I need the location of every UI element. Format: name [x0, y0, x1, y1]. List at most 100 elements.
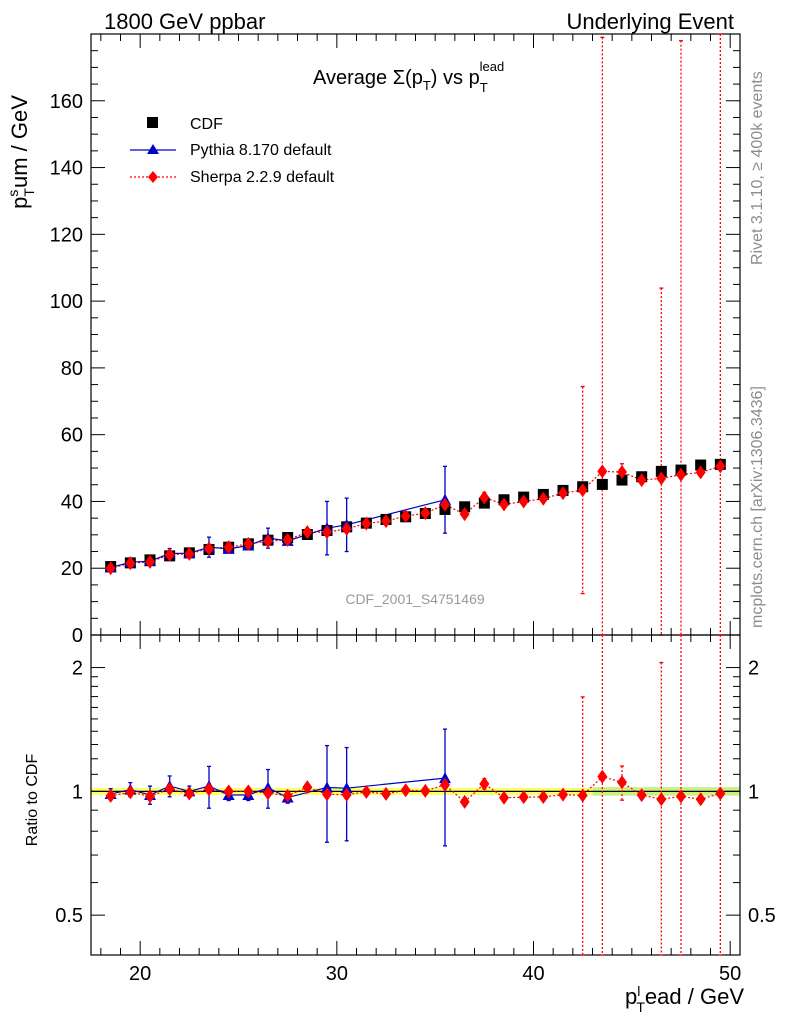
title-sigma: Σ(p: [393, 67, 423, 89]
ratio-sherpa-point: [204, 782, 214, 797]
ratio-ytick-label-right: 1: [748, 781, 759, 803]
sherpa-point: [636, 473, 647, 488]
ratio-sherpa-point: [243, 784, 254, 799]
sherpa-point: [105, 561, 116, 576]
sherpa-point: [282, 532, 293, 547]
cdf-point: [655, 465, 667, 477]
title-vs: vs p: [437, 67, 479, 89]
main-ytick-label: 20: [61, 558, 83, 580]
ratio-sherpa-point: [420, 783, 431, 798]
main-ytick-label: 160: [50, 91, 83, 113]
sherpa-point: [184, 546, 195, 561]
sherpa-point: [420, 506, 431, 521]
main-ytick-label: 40: [61, 491, 83, 513]
ratio-sherpa-point: [105, 788, 116, 803]
ratio-sherpa-point: [656, 792, 667, 807]
sherpa-point: [479, 490, 490, 505]
sherpa-point: [459, 507, 470, 522]
ratio-xtick-label: 30: [326, 963, 348, 985]
xlabel-sup: l: [637, 983, 640, 999]
main-ytick-label: 140: [50, 158, 83, 180]
sherpa-point: [538, 491, 549, 506]
main-ytick-label: 0: [72, 625, 83, 647]
header-right: Underlying Event: [566, 9, 734, 34]
ratio-sherpa-point: [440, 777, 450, 792]
sherpa-point: [302, 525, 313, 540]
sherpa-point: [381, 514, 391, 529]
ratio-sherpa-point: [145, 789, 155, 804]
ratio-sherpa-point: [597, 769, 608, 784]
ratio-ytick-label: 1: [72, 781, 83, 803]
sherpa-point: [263, 534, 273, 549]
xlabel-base: p: [625, 984, 637, 1009]
ratio-sherpa-point: [636, 788, 647, 803]
y-axis-label-main: psTum / GeV: [5, 95, 37, 209]
sherpa-point: [223, 540, 234, 555]
title-sigma-sub: T: [423, 78, 431, 93]
pythia-line: [110, 499, 446, 569]
legend-marker-sherpa: [148, 171, 158, 183]
cdf-point: [616, 474, 628, 486]
ratio-sherpa-point: [263, 786, 273, 801]
sherpa-point: [597, 464, 608, 479]
ratio-sherpa-point: [322, 787, 332, 802]
sherpa-point: [499, 497, 509, 512]
ratio-sherpa-point: [361, 784, 372, 799]
sherpa-point: [243, 536, 254, 551]
legend: CDF Pythia 8.170 default Sherpa 2.2.9 de…: [130, 116, 335, 186]
main-frame: [90, 33, 741, 636]
ratio-sherpa-point: [400, 783, 411, 798]
ratio-pythia-point: [321, 781, 333, 793]
ratio-ytick-label: 0.5: [55, 905, 83, 927]
ratio-sherpa-point: [223, 784, 234, 799]
ratio-sherpa-point: [577, 788, 588, 803]
ratio-sherpa-point: [282, 788, 293, 803]
sherpa-point: [617, 465, 627, 480]
ratio-xtick-label: 50: [719, 963, 741, 985]
legend-label-sherpa: Sherpa 2.2.9 default: [190, 169, 335, 186]
sherpa-point: [341, 521, 352, 536]
ratio-sherpa-point: [479, 776, 490, 791]
sherpa-point: [204, 541, 214, 556]
svg-text:psTum / GeV: psTum / GeV: [5, 95, 37, 209]
mcplots-info: mcplots.cern.ch [arXiv:1306.3436]: [749, 386, 766, 628]
sherpa-point: [164, 547, 175, 562]
sherpa-point: [125, 556, 136, 571]
legend-marker-cdf: [147, 117, 158, 128]
ratio-pythia-point: [340, 782, 353, 794]
ratio-sherpa-point: [617, 775, 627, 790]
ratio-xtick-label: 20: [129, 963, 151, 985]
cdf-point: [695, 459, 707, 471]
ratio-ytick-label-right: 0.5: [748, 905, 776, 927]
sherpa-point: [656, 471, 667, 486]
analysis-watermark: CDF_2001_S4751469: [345, 591, 485, 607]
ratio-sherpa-point: [695, 792, 706, 807]
sherpa-point: [518, 494, 529, 509]
ratio-sherpa-point: [459, 794, 470, 809]
cdf-point: [459, 501, 471, 513]
xlabel-rest: ead / GeV: [645, 984, 744, 1009]
ratio-sherpa-point: [381, 786, 391, 801]
title-close: ): [431, 67, 438, 89]
header-left: 1800 GeV ppbar: [104, 9, 265, 34]
main-title: Average Σ(pT) vs pTlead: [313, 59, 504, 95]
sherpa-point: [440, 497, 450, 512]
ratio-sherpa-point: [125, 785, 136, 800]
ratio-sherpa-point: [538, 789, 549, 804]
title-vs-sub: T: [480, 80, 488, 95]
legend-label-cdf: CDF: [190, 116, 223, 133]
sherpa-point: [695, 465, 706, 480]
ylabel-sup: s: [5, 190, 21, 197]
xlabel-sub: T: [636, 999, 645, 1015]
ratio-pythia-point: [439, 772, 451, 784]
legend-marker-pythia: [147, 144, 159, 154]
ylabel-base: p: [7, 197, 32, 209]
sherpa-line: [110, 465, 721, 569]
ratio-plot-layer: 20 30 40 50 0.5 0.5 1 1 2 2: [55, 634, 776, 985]
ratio-sherpa-point: [715, 786, 726, 801]
ratio-ytick-label-right: 2: [748, 658, 759, 680]
title-vs-sup: lead: [480, 59, 505, 74]
x-axis-label: pl Tead / GeV: [625, 983, 744, 1015]
y-axis-label-ratio: Ratio to CDF: [24, 754, 41, 847]
